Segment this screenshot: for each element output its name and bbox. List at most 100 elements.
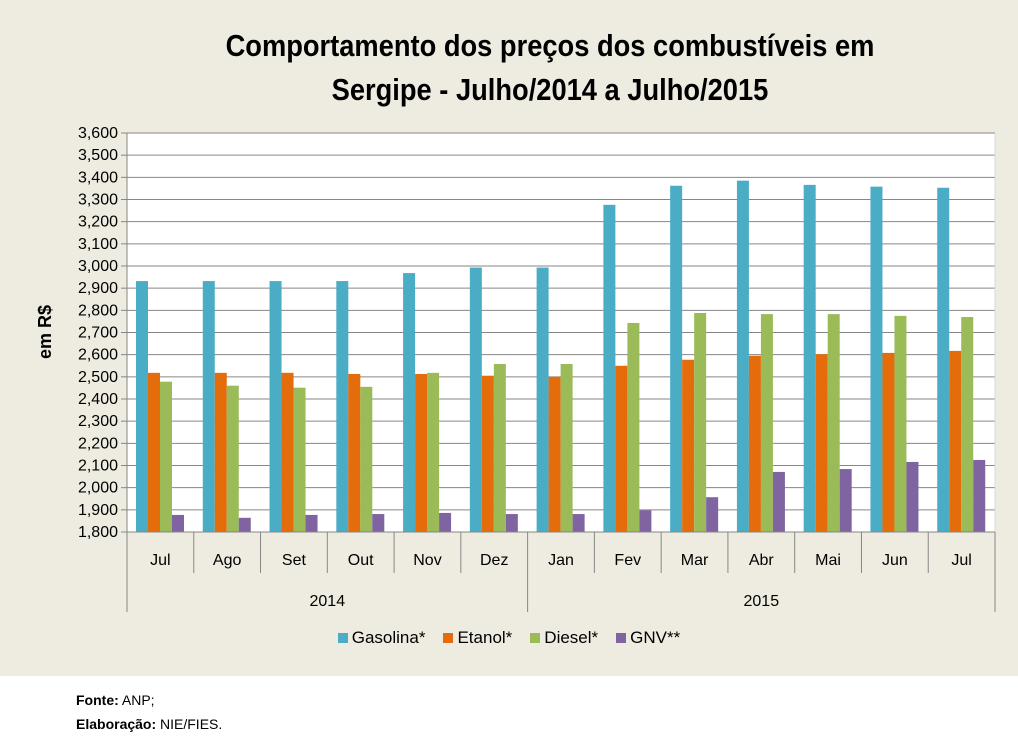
- x-tick-label: Abr: [749, 552, 775, 569]
- bar-etanol-mar: [682, 359, 695, 532]
- bar-gasolina-mai: [803, 184, 816, 532]
- y-tick-label: 2,700: [78, 325, 118, 342]
- legend-label: Gasolina*: [351, 628, 426, 647]
- bar-etanol-ago: [214, 372, 227, 532]
- y-tick-label: 3,500: [78, 147, 118, 164]
- legend-label: GNV**: [630, 628, 681, 647]
- bar-gnv-abr: [772, 471, 785, 532]
- y-tick-label: 2,800: [78, 302, 118, 319]
- legend-swatch: [530, 633, 541, 643]
- x-tick-label: Fev: [614, 552, 641, 569]
- bar-gasolina-abr: [736, 180, 749, 533]
- bar-gnv-jun: [906, 461, 919, 532]
- chart-title: Comportamento dos preços dos combustívei…: [154, 24, 946, 112]
- bar-diesel-jan: [560, 363, 573, 532]
- credit-label: Elaboração:: [76, 716, 157, 732]
- bar-gasolina-dez: [469, 267, 482, 532]
- bar-gnv-out: [372, 514, 385, 532]
- bar-gnv-ago: [238, 517, 251, 532]
- y-axis-ticks: 1,800 1,900 2,000 2,100 2,200 2,300 2,400 2,500…: [78, 125, 127, 541]
- bar-diesel-jul: [961, 316, 974, 532]
- bar-diesel-dez: [493, 363, 506, 532]
- legend-item: Gasolina*: [337, 628, 426, 648]
- bar-gasolina-jul: [136, 281, 148, 532]
- x-tick-label: Set: [282, 552, 307, 569]
- bar-etanol-jul: [949, 350, 962, 532]
- bar-gasolina-set: [269, 281, 282, 532]
- bar-diesel-set: [293, 387, 306, 532]
- bar-gnv-mar: [706, 497, 719, 532]
- y-tick-label: 1,800: [78, 524, 118, 541]
- y-tick-label: 2,500: [78, 369, 118, 386]
- bar-gasolina-nov: [403, 273, 416, 532]
- bar-gnv-jan: [572, 514, 585, 532]
- y-tick-label: 3,300: [78, 192, 118, 209]
- x-tick-label: Jul: [951, 552, 971, 569]
- bar-etanol-fev: [615, 365, 628, 532]
- x-tick-label: Jun: [882, 552, 908, 569]
- chart-title-line-2: Sergipe - Julho/2014 a Julho/2015: [331, 72, 769, 107]
- x-tick-label: Nov: [413, 552, 441, 569]
- legend-label: Diesel*: [544, 628, 599, 647]
- bar-diesel-fev: [627, 322, 640, 532]
- bar-diesel-jul: [160, 381, 172, 532]
- x-tick-label: Ago: [213, 552, 242, 569]
- x-group-label: 2014: [310, 593, 346, 610]
- legend-swatch: [337, 633, 348, 643]
- bar-gnv-set: [305, 514, 318, 532]
- legend-label: Etanol*: [457, 628, 513, 647]
- bar-gnv-jul: [172, 514, 184, 532]
- bar-etanol-mai: [815, 354, 828, 532]
- bar-diesel-abr: [760, 314, 773, 532]
- bar-gnv-nov: [439, 512, 452, 532]
- bar-diesel-mai: [827, 314, 840, 532]
- y-tick-label: 2,900: [78, 280, 118, 297]
- bar-gasolina-jun: [870, 186, 883, 533]
- bar-gasolina-jul: [937, 187, 950, 533]
- legend-item: Etanol*: [443, 628, 512, 648]
- legend-item: GNV**: [616, 628, 680, 648]
- y-tick-label: 2,000: [78, 480, 118, 497]
- legend-item: Diesel*: [530, 628, 598, 648]
- bar-gasolina-mar: [670, 185, 683, 533]
- bar-gasolina-fev: [603, 204, 616, 532]
- bar-gasolina-jan: [536, 267, 549, 532]
- bar-gnv-mai: [839, 469, 852, 532]
- bar-etanol-set: [281, 372, 294, 532]
- y-tick-label: 1,900: [78, 502, 118, 519]
- chart-title-line-1: Comportamento dos preços dos combustívei…: [225, 28, 875, 63]
- bar-diesel-jun: [894, 315, 907, 532]
- bar-etanol-out: [348, 373, 361, 532]
- credit-line: Elaboração: NIE/FIES.: [76, 712, 222, 736]
- bar-etanol-jun: [882, 352, 895, 532]
- y-tick-label: 2,100: [78, 458, 118, 475]
- source-line: Fonte: ANP;: [76, 688, 222, 712]
- x-tick-label: Mar: [681, 552, 709, 569]
- bar-diesel-mar: [694, 312, 707, 532]
- y-tick-label: 2,200: [78, 435, 118, 452]
- x-tick-label: Out: [348, 552, 374, 569]
- bar-diesel-nov: [427, 372, 440, 532]
- footer: Fonte: ANP; Elaboração: NIE/FIES.: [76, 688, 222, 736]
- bar-chart: 1,800 1,900 2,000 2,100 2,200 2,300 2,400 2,500…: [35, 125, 996, 612]
- x-tick-label: Mai: [815, 552, 841, 569]
- y-tick-label: 3,600: [78, 125, 118, 142]
- legend-swatch: [443, 633, 454, 643]
- bar-gasolina-out: [336, 281, 349, 532]
- y-tick-label: 2,600: [78, 347, 118, 364]
- bar-etanol-dez: [481, 375, 494, 532]
- y-tick-label: 2,300: [78, 413, 118, 430]
- x-group-label: 2015: [744, 593, 780, 610]
- bars: [136, 180, 986, 533]
- legend: Gasolina* Etanol* Diesel* GNV**: [0, 628, 1018, 648]
- bar-diesel-ago: [226, 385, 239, 532]
- y-tick-label: 3,000: [78, 258, 118, 275]
- x-tick-label: Jan: [548, 552, 574, 569]
- bar-etanol-jul: [148, 372, 160, 532]
- bar-diesel-out: [360, 386, 373, 532]
- y-tick-label: 2,400: [78, 391, 118, 408]
- chart-panel: Comportamento dos preços dos combustívei…: [0, 0, 1018, 676]
- x-tick-label: Jul: [150, 552, 170, 569]
- source-value: ANP;: [121, 692, 155, 708]
- bar-etanol-abr: [748, 355, 761, 532]
